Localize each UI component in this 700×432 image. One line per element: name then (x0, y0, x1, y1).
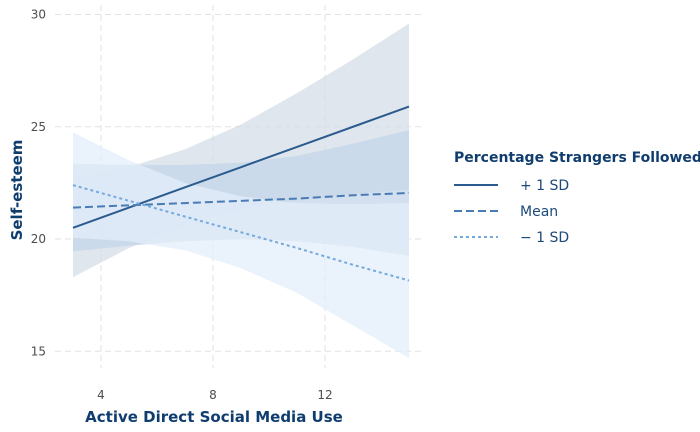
legend: Percentage Strangers Followed + 1 SD Mean… (454, 150, 700, 246)
y-tick-label: 25 (31, 120, 46, 134)
y-axis-title: Self-esteem (8, 140, 26, 241)
series-lines (72, 105, 410, 282)
confidence-bands (73, 23, 409, 358)
x-axis-title: Active Direct Social Media Use (85, 408, 343, 426)
y-tick-label: 20 (31, 232, 46, 246)
legend-label: + 1 SD (520, 178, 569, 194)
x-tick-label: 12 (317, 388, 332, 402)
legend-title: Percentage Strangers Followed (454, 150, 700, 166)
x-tick-label: 4 (97, 388, 105, 402)
legend-label: − 1 SD (520, 230, 569, 246)
y-axis-ticks: 15 20 25 30 (31, 8, 46, 359)
x-tick-label: 8 (209, 388, 217, 402)
y-tick-label: 15 (31, 344, 46, 358)
confidence-band (73, 132, 409, 358)
x-axis-ticks: 4 8 12 (97, 388, 332, 402)
y-tick-label: 30 (31, 8, 46, 22)
series-line (72, 184, 410, 282)
legend-label: Mean (520, 204, 558, 220)
series-line (72, 105, 410, 229)
series-line (72, 191, 410, 209)
